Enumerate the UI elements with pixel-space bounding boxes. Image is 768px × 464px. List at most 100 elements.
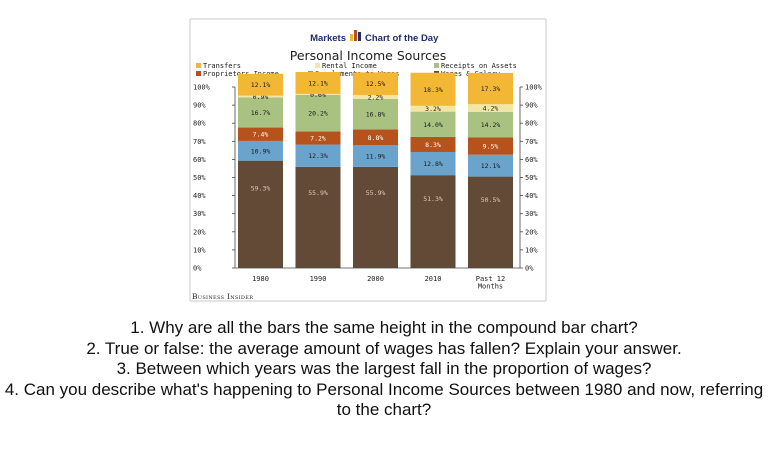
bar-segment: [410, 105, 456, 112]
bar-value-label: 11.9%: [366, 153, 386, 161]
question-1: 1. Why are all the bars the same height …: [130, 318, 638, 337]
bar-value-label: 12.1%: [481, 162, 501, 170]
x-tick-label: 1990: [310, 275, 327, 283]
legend-swatch: [315, 63, 320, 68]
legend-label: Transfers: [203, 62, 241, 70]
y-tick-label-right: 100%: [525, 84, 543, 92]
bar-segment: [295, 131, 341, 145]
bar-value-label: 55.9%: [308, 189, 328, 197]
bar-value-label: 12.1%: [308, 79, 328, 87]
bar-segment: [410, 72, 456, 106]
y-tick-label-right: 40%: [525, 192, 538, 200]
bar-segment: [468, 111, 513, 138]
y-tick-label-right: 10%: [525, 246, 538, 254]
bar-segment: [238, 73, 283, 96]
bar-segment: [295, 166, 341, 268]
bar-value-label: 8.8%: [368, 134, 384, 142]
bar-value-label: 50.5%: [481, 196, 501, 204]
y-tick-label: 0%: [193, 265, 202, 273]
bar-segment: [410, 136, 456, 152]
y-tick-label-right: 0%: [525, 265, 534, 273]
y-tick-label-right: 60%: [525, 156, 538, 164]
x-tick-label: 2010: [425, 275, 442, 283]
bar-value-label: 20.2%: [308, 110, 328, 118]
bar-segment: [238, 95, 283, 98]
bar-segment: [410, 151, 456, 176]
bar-segment: [353, 72, 398, 95]
bar-segment: [468, 176, 513, 268]
question-3: 3. Between which years was the largest f…: [116, 359, 652, 378]
bar-value-label: 7.4%: [253, 131, 269, 139]
bar-segment: [468, 72, 513, 105]
y-tick-label: 60%: [193, 156, 206, 164]
bars: 59.3% 10.9% 7.4% 16.7% 0.9% 12.1% 55.9% 12.3% 7.…: [238, 71, 513, 268]
bar-value-label: 10.9%: [251, 147, 271, 155]
legend-label: Receipts on Assets: [441, 62, 517, 70]
bar-value-label: 12.3%: [308, 152, 328, 160]
bar-segment: [353, 145, 398, 167]
bar-value-label: 55.9%: [366, 189, 386, 197]
bar-segment: [353, 129, 398, 146]
chart-brand: Markets Chart of the Day: [310, 30, 439, 44]
bar-segment: [238, 140, 283, 161]
bar-value-label: 4.2%: [483, 104, 499, 112]
bar-value-label: 12.8%: [423, 160, 443, 168]
bar-value-label: 16.8%: [366, 111, 386, 119]
legend-swatch: [196, 71, 201, 76]
brand-markets: Markets: [310, 33, 346, 44]
bar-segment: [353, 98, 398, 130]
bar-value-label: 12.1%: [251, 81, 271, 89]
bar-segment: [295, 71, 341, 94]
bar-segment: [353, 94, 398, 99]
bar-segment: [353, 166, 398, 268]
bar-value-label: 18.3%: [423, 86, 443, 94]
bar-value-label: 9.5%: [483, 143, 499, 151]
bar-segment: [410, 175, 456, 268]
chart-logo-icon: [350, 30, 361, 41]
bar-segment: [468, 154, 513, 177]
bar-segment: [295, 94, 341, 132]
y-tick-label: 40%: [193, 192, 206, 200]
y-tick-label-right: 70%: [525, 138, 538, 146]
bar-value-label: 8.3%: [425, 141, 441, 149]
bar-value-label: 12.5%: [366, 80, 386, 88]
y-axis-left: 0% 10% 20% 30% 40% 50% 60% 70% 80% 90% 100%: [193, 84, 236, 273]
bar-segment: [238, 97, 283, 128]
bar-segment: [468, 104, 513, 112]
y-tick-label: 100%: [193, 84, 211, 92]
y-tick-label: 50%: [193, 174, 206, 182]
bar-value-label: 59.3%: [251, 185, 271, 193]
y-tick-label: 90%: [193, 102, 206, 110]
x-tick-label: Past 12: [476, 275, 506, 283]
question-4: 4. Can you describe what's happening to …: [4, 379, 764, 420]
bar-segment: [238, 127, 283, 141]
chart-title: Personal Income Sources: [290, 48, 447, 63]
bar-segment: [238, 160, 283, 268]
y-tick-label-right: 80%: [525, 120, 538, 128]
footer-brand: Business Insider: [192, 292, 253, 301]
legend-label: Rental Income: [322, 62, 377, 70]
x-tick-label: 1980: [252, 275, 269, 283]
bar-segment: [295, 144, 341, 167]
y-tick-label: 10%: [193, 246, 206, 254]
questions: 1. Why are all the bars the same height …: [0, 318, 768, 421]
y-axis-right: 0% 10% 20% 30% 40% 50% 60% 70% 80% 90% 100%: [519, 84, 543, 273]
y-tick-label-right: 20%: [525, 228, 538, 236]
income-chart: Markets Chart of the Day Personal Income…: [189, 18, 547, 302]
y-tick-label: 70%: [193, 138, 206, 146]
y-tick-label: 80%: [193, 120, 206, 128]
y-tick-label: 30%: [193, 210, 206, 218]
x-tick-label: 2000: [367, 275, 384, 283]
legend-swatch: [434, 63, 439, 68]
y-tick-label-right: 50%: [525, 174, 538, 182]
bar-value-label: 14.2%: [481, 121, 501, 129]
legend-swatch: [196, 63, 201, 68]
y-tick-label: 20%: [193, 228, 206, 236]
bar-segment: [295, 93, 341, 95]
x-tick-label: Months: [478, 283, 503, 291]
bar-value-label: 51.3%: [423, 195, 443, 203]
bar-value-label: 2.2%: [368, 93, 384, 101]
bar-value-label: 16.7%: [251, 109, 271, 117]
bar-value-label: 0.6%: [310, 91, 326, 99]
